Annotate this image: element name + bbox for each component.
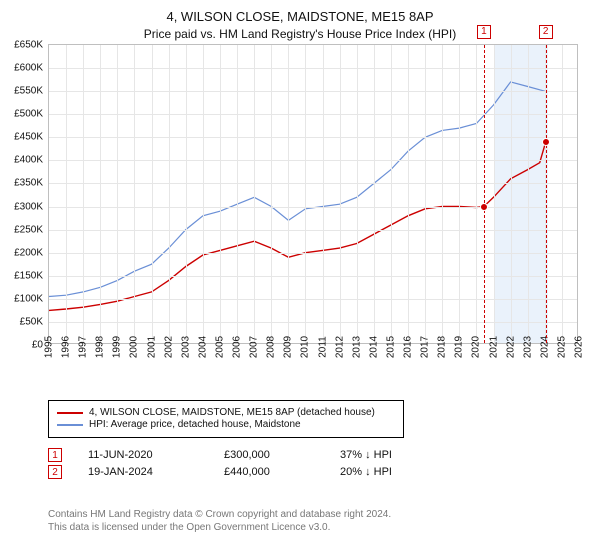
- x-axis-tick: 2013: [351, 336, 362, 358]
- x-axis-tick: 2023: [522, 336, 533, 358]
- y-axis-tick: £450K: [14, 132, 43, 143]
- x-axis-tick: 2009: [283, 336, 294, 358]
- x-axis-tick: 2025: [556, 336, 567, 358]
- x-axis-tick: 2007: [249, 336, 260, 358]
- event-point: [480, 203, 488, 211]
- x-axis-tick: 2017: [420, 336, 431, 358]
- events-table: 1 11-JUN-2020 £300,000 37% ↓ HPI 2 19-JAN-202…: [48, 445, 392, 482]
- x-axis-tick: 2000: [129, 336, 140, 358]
- legend-label-price-paid: 4, WILSON CLOSE, MAIDSTONE, ME15 8AP (de…: [89, 407, 375, 418]
- x-axis-tick: 1998: [95, 336, 106, 358]
- x-axis-tick: 1995: [44, 336, 55, 358]
- chart-series: [49, 45, 579, 345]
- event-row-price: £300,000: [224, 449, 314, 461]
- y-axis-tick: £300K: [14, 201, 43, 212]
- y-axis-tick: £400K: [14, 155, 43, 166]
- x-axis-tick: 2016: [403, 336, 414, 358]
- legend-label-hpi: HPI: Average price, detached house, Maid…: [89, 419, 301, 430]
- chart-title-address: 4, WILSON CLOSE, MAIDSTONE, ME15 8AP: [10, 8, 590, 26]
- y-axis-tick: £150K: [14, 270, 43, 281]
- x-axis-tick: 2022: [505, 336, 516, 358]
- x-axis-tick: 2003: [180, 336, 191, 358]
- y-axis-tick: £250K: [14, 224, 43, 235]
- x-axis-tick: 2020: [471, 336, 482, 358]
- event-row: 1 11-JUN-2020 £300,000 37% ↓ HPI: [48, 448, 392, 462]
- event-row-date: 19-JAN-2024: [88, 466, 198, 478]
- footer-line2: This data is licensed under the Open Gov…: [48, 521, 391, 534]
- legend-swatch-hpi: [57, 424, 83, 426]
- x-axis-tick: 2026: [574, 336, 585, 358]
- y-axis-tick: £500K: [14, 109, 43, 120]
- event-row-delta: 20% ↓ HPI: [340, 466, 392, 478]
- x-axis-tick: 2011: [317, 336, 328, 358]
- event-row: 2 19-JAN-2024 £440,000 20% ↓ HPI: [48, 465, 392, 479]
- x-axis-tick: 2021: [488, 336, 499, 358]
- x-axis-tick: 2019: [454, 336, 465, 358]
- x-axis-tick: 2014: [368, 336, 379, 358]
- footer-line1: Contains HM Land Registry data © Crown c…: [48, 508, 391, 521]
- x-axis-tick: 2005: [214, 336, 225, 358]
- event-guideline: [546, 45, 547, 343]
- event-row-badge: 1: [48, 448, 62, 462]
- x-axis-tick: 2006: [232, 336, 243, 358]
- y-axis-tick: £0: [32, 340, 43, 351]
- y-axis-tick: £100K: [14, 293, 43, 304]
- event-badge: 1: [477, 25, 491, 39]
- x-axis-tick: 2008: [266, 336, 277, 358]
- event-badge: 2: [539, 25, 553, 39]
- x-axis-tick: 2004: [197, 336, 208, 358]
- event-row-delta: 37% ↓ HPI: [340, 449, 392, 461]
- x-axis-tick: 1997: [78, 336, 89, 358]
- x-axis-tick: 2015: [385, 336, 396, 358]
- x-axis-tick: 2010: [300, 336, 311, 358]
- x-axis-tick: 1996: [61, 336, 72, 358]
- y-axis-tick: £350K: [14, 178, 43, 189]
- x-axis-tick: 2001: [146, 336, 157, 358]
- x-axis-tick: 2002: [163, 336, 174, 358]
- event-row-price: £440,000: [224, 466, 314, 478]
- event-row-date: 11-JUN-2020: [88, 449, 198, 461]
- y-axis-tick: £50K: [20, 316, 43, 327]
- event-guideline: [484, 45, 485, 343]
- event-point: [542, 138, 550, 146]
- x-axis-tick: 1999: [112, 336, 123, 358]
- y-axis-tick: £600K: [14, 63, 43, 74]
- y-axis-tick: £650K: [14, 40, 43, 51]
- legend-swatch-price-paid: [57, 412, 83, 414]
- chart-title-sub: Price paid vs. HM Land Registry's House …: [10, 26, 590, 42]
- chart-plot-area: £0£50K£100K£150K£200K£250K£300K£350K£400…: [48, 44, 578, 344]
- y-axis-tick: £200K: [14, 247, 43, 258]
- event-row-badge: 2: [48, 465, 62, 479]
- chart-legend: 4, WILSON CLOSE, MAIDSTONE, ME15 8AP (de…: [48, 400, 404, 438]
- footer-attribution: Contains HM Land Registry data © Crown c…: [48, 508, 391, 534]
- y-axis-tick: £550K: [14, 86, 43, 97]
- x-axis-tick: 2018: [437, 336, 448, 358]
- x-axis-tick: 2012: [334, 336, 345, 358]
